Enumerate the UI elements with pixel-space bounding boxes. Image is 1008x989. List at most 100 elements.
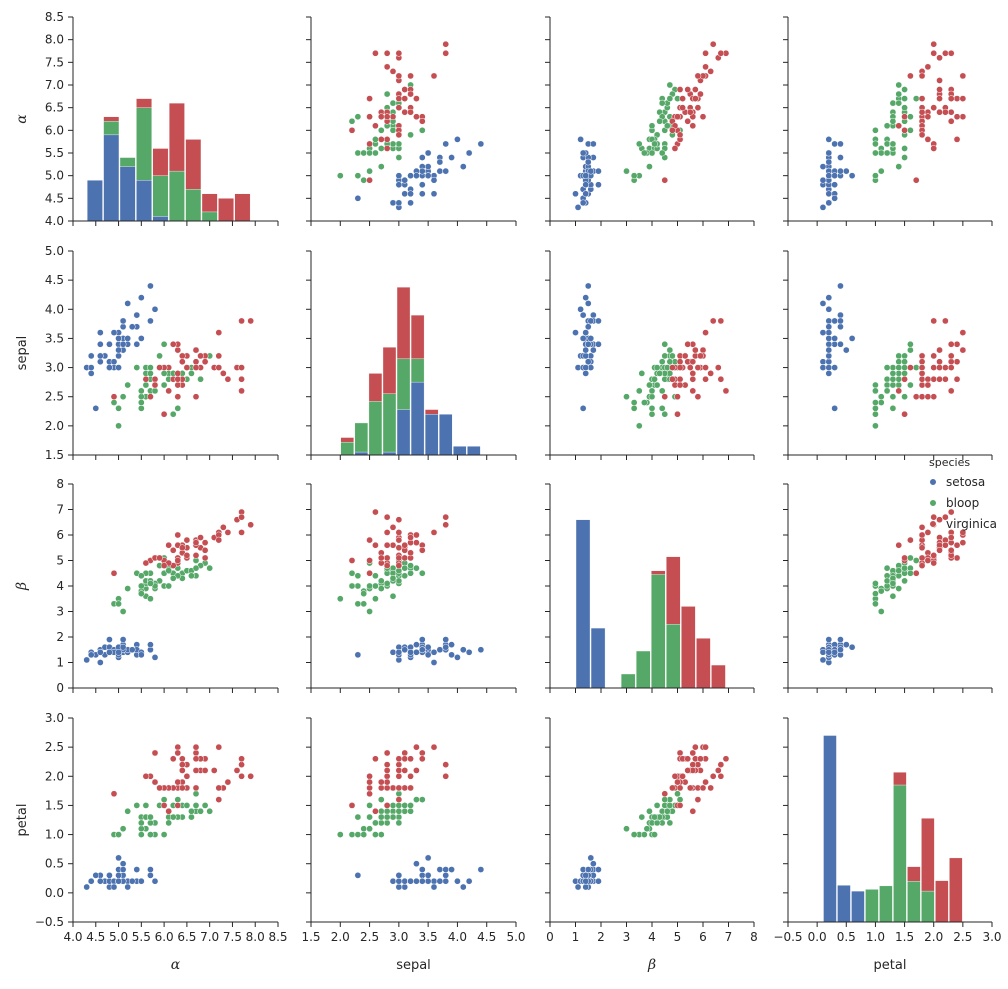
point-virginica-alpha-petal-42 [924, 136, 932, 143]
point-setosa-petal-alpha-14 [151, 877, 159, 885]
point-setosa-petal-sepal-44 [442, 866, 450, 873]
point-setosa-beta-petal-37 [819, 648, 827, 656]
point-bloop-beta-alpha-31 [137, 590, 145, 598]
point-virginica-sepal-petal-42 [924, 381, 932, 389]
point-bloop-beta-petal-43 [872, 600, 879, 608]
point-setosa-beta-alpha-45 [106, 648, 113, 656]
point-setosa-petal-sepal-22 [430, 877, 438, 885]
point-virginica-beta-alpha-30 [224, 529, 232, 536]
hist-bar-sepal-bloop-0 [340, 441, 355, 456]
point-virginica-sepal-beta-29 [694, 364, 702, 371]
point-virginica-alpha-beta-6 [661, 176, 669, 184]
point-bloop-sepal-petal-23 [883, 375, 891, 383]
point-bloop-alpha-beta-39 [648, 149, 656, 157]
point-virginica-petal-alpha-25 [215, 784, 223, 792]
point-virginica-petal-alpha-37 [178, 784, 186, 792]
hist-bar-beta-setosa-0 [575, 519, 591, 689]
point-virginica-sepal-petal-41 [947, 358, 955, 366]
point-setosa-alpha-beta-18 [590, 140, 597, 148]
point-virginica-alpha-petal-35 [947, 49, 955, 57]
point-virginica-alpha-beta-35 [702, 49, 709, 57]
point-bloop-alpha-petal-40 [883, 149, 891, 157]
y-tick-label-alpha: 8.5 [45, 10, 64, 24]
point-virginica-sepal-petal-9 [959, 329, 967, 336]
point-setosa-sepal-beta-49 [582, 346, 590, 354]
point-bloop-petal-beta-33 [676, 796, 684, 803]
point-bloop-petal-beta-30 [643, 825, 651, 833]
point-bloop-alpha-sepal-42 [372, 136, 379, 143]
point-virginica-alpha-beta-41 [676, 86, 684, 93]
point-bloop-sepal-beta-29 [635, 387, 643, 395]
point-setosa-petal-sepal-36 [424, 877, 432, 885]
point-bloop-sepal-petal-36 [901, 358, 908, 366]
point-virginica-beta-sepal-17 [442, 513, 450, 521]
point-virginica-sepal-alpha-48 [169, 340, 177, 348]
point-bloop-sepal-beta-7 [630, 399, 638, 406]
point-virginica-alpha-petal-2 [936, 77, 943, 84]
point-bloop-sepal-petal-49 [889, 375, 897, 383]
hist-bar-alpha-bloop-7 [201, 211, 218, 222]
x-tick-label-alpha: 6.0 [155, 930, 174, 944]
point-bloop-sepal-petal-15 [895, 358, 903, 366]
point-bloop-petal-sepal-23 [383, 819, 391, 827]
point-virginica-petal-sepal-17 [442, 761, 450, 768]
point-virginica-alpha-petal-49 [918, 131, 926, 139]
point-virginica-petal-beta-30 [702, 778, 709, 786]
point-bloop-petal-beta-49 [651, 813, 658, 821]
point-setosa-beta-petal-13 [819, 656, 827, 664]
x-tick-label-sepal: 3.5 [419, 930, 438, 944]
point-bloop-beta-sepal-47 [389, 575, 397, 582]
point-virginica-sepal-alpha-7 [219, 370, 227, 377]
hist-bar-alpha-setosa-1 [103, 134, 120, 222]
point-setosa-alpha-sepal-25 [395, 172, 403, 180]
point-bloop-beta-petal-9 [895, 585, 903, 592]
point-virginica-sepal-petal-22 [930, 375, 938, 383]
point-setosa-beta-sepal-34 [401, 646, 409, 654]
point-setosa-alpha-petal-49 [825, 172, 833, 180]
point-setosa-sepal-beta-44 [595, 317, 602, 325]
point-setosa-beta-alpha-13 [83, 656, 91, 664]
point-virginica-beta-alpha-46 [174, 557, 182, 564]
point-virginica-sepal-beta-42 [676, 381, 684, 389]
point-bloop-petal-beta-27 [674, 790, 681, 798]
x-tick-label-alpha: 7.0 [200, 930, 219, 944]
point-virginica-beta-petal-39 [936, 546, 943, 554]
x-axis-label-petal: petal [874, 958, 907, 973]
panel-alpha-vs-sepal [306, 16, 517, 226]
point-virginica-alpha-sepal-0 [413, 113, 420, 121]
x-tick-label-petal: 0.0 [808, 930, 827, 944]
point-virginica-petal-beta-34 [689, 807, 697, 815]
panel-sepal-vs-beta [545, 250, 755, 460]
point-setosa-alpha-beta-24 [595, 181, 602, 189]
point-setosa-alpha-petal-37 [819, 176, 827, 184]
point-virginica-petal-sepal-37 [401, 784, 409, 792]
point-bloop-petal-alpha-30 [137, 825, 145, 833]
point-setosa-sepal-beta-37 [582, 329, 590, 336]
point-virginica-beta-alpha-20 [201, 539, 209, 547]
point-bloop-alpha-beta-40 [658, 149, 666, 157]
point-bloop-petal-alpha-4 [183, 802, 191, 809]
point-virginica-beta-petal-32 [942, 541, 949, 549]
point-setosa-beta-sepal-5 [448, 641, 455, 649]
point-setosa-alpha-sepal-16 [448, 154, 455, 161]
point-virginica-alpha-beta-4 [694, 104, 702, 112]
hist-bar-alpha-setosa-0 [86, 179, 103, 222]
point-setosa-beta-alpha-22 [96, 659, 104, 666]
y-tick-label-sepal: 1.5 [45, 448, 64, 462]
point-bloop-alpha-sepal-44 [377, 145, 385, 152]
hist-bar-alpha-bloop-5 [168, 170, 185, 222]
y-tick-label-beta: 6 [56, 528, 64, 542]
point-virginica-beta-alpha-31 [247, 521, 255, 529]
point-bloop-sepal-beta-12 [648, 410, 656, 418]
point-bloop-beta-sepal-18 [348, 569, 356, 577]
x-tick-label-sepal: 1.5 [301, 930, 320, 944]
point-virginica-sepal-beta-3 [689, 370, 697, 377]
point-bloop-sepal-alpha-9 [124, 381, 132, 389]
point-virginica-alpha-sepal-17 [442, 49, 450, 57]
x-tick-label-petal: 1.0 [866, 930, 885, 944]
point-bloop-sepal-beta-32 [646, 381, 653, 389]
y-tick-label-petal: 2.5 [45, 740, 64, 754]
point-virginica-sepal-petal-43 [947, 352, 955, 360]
point-virginica-alpha-beta-38 [669, 126, 676, 134]
point-setosa-petal-sepal-38 [395, 877, 403, 885]
